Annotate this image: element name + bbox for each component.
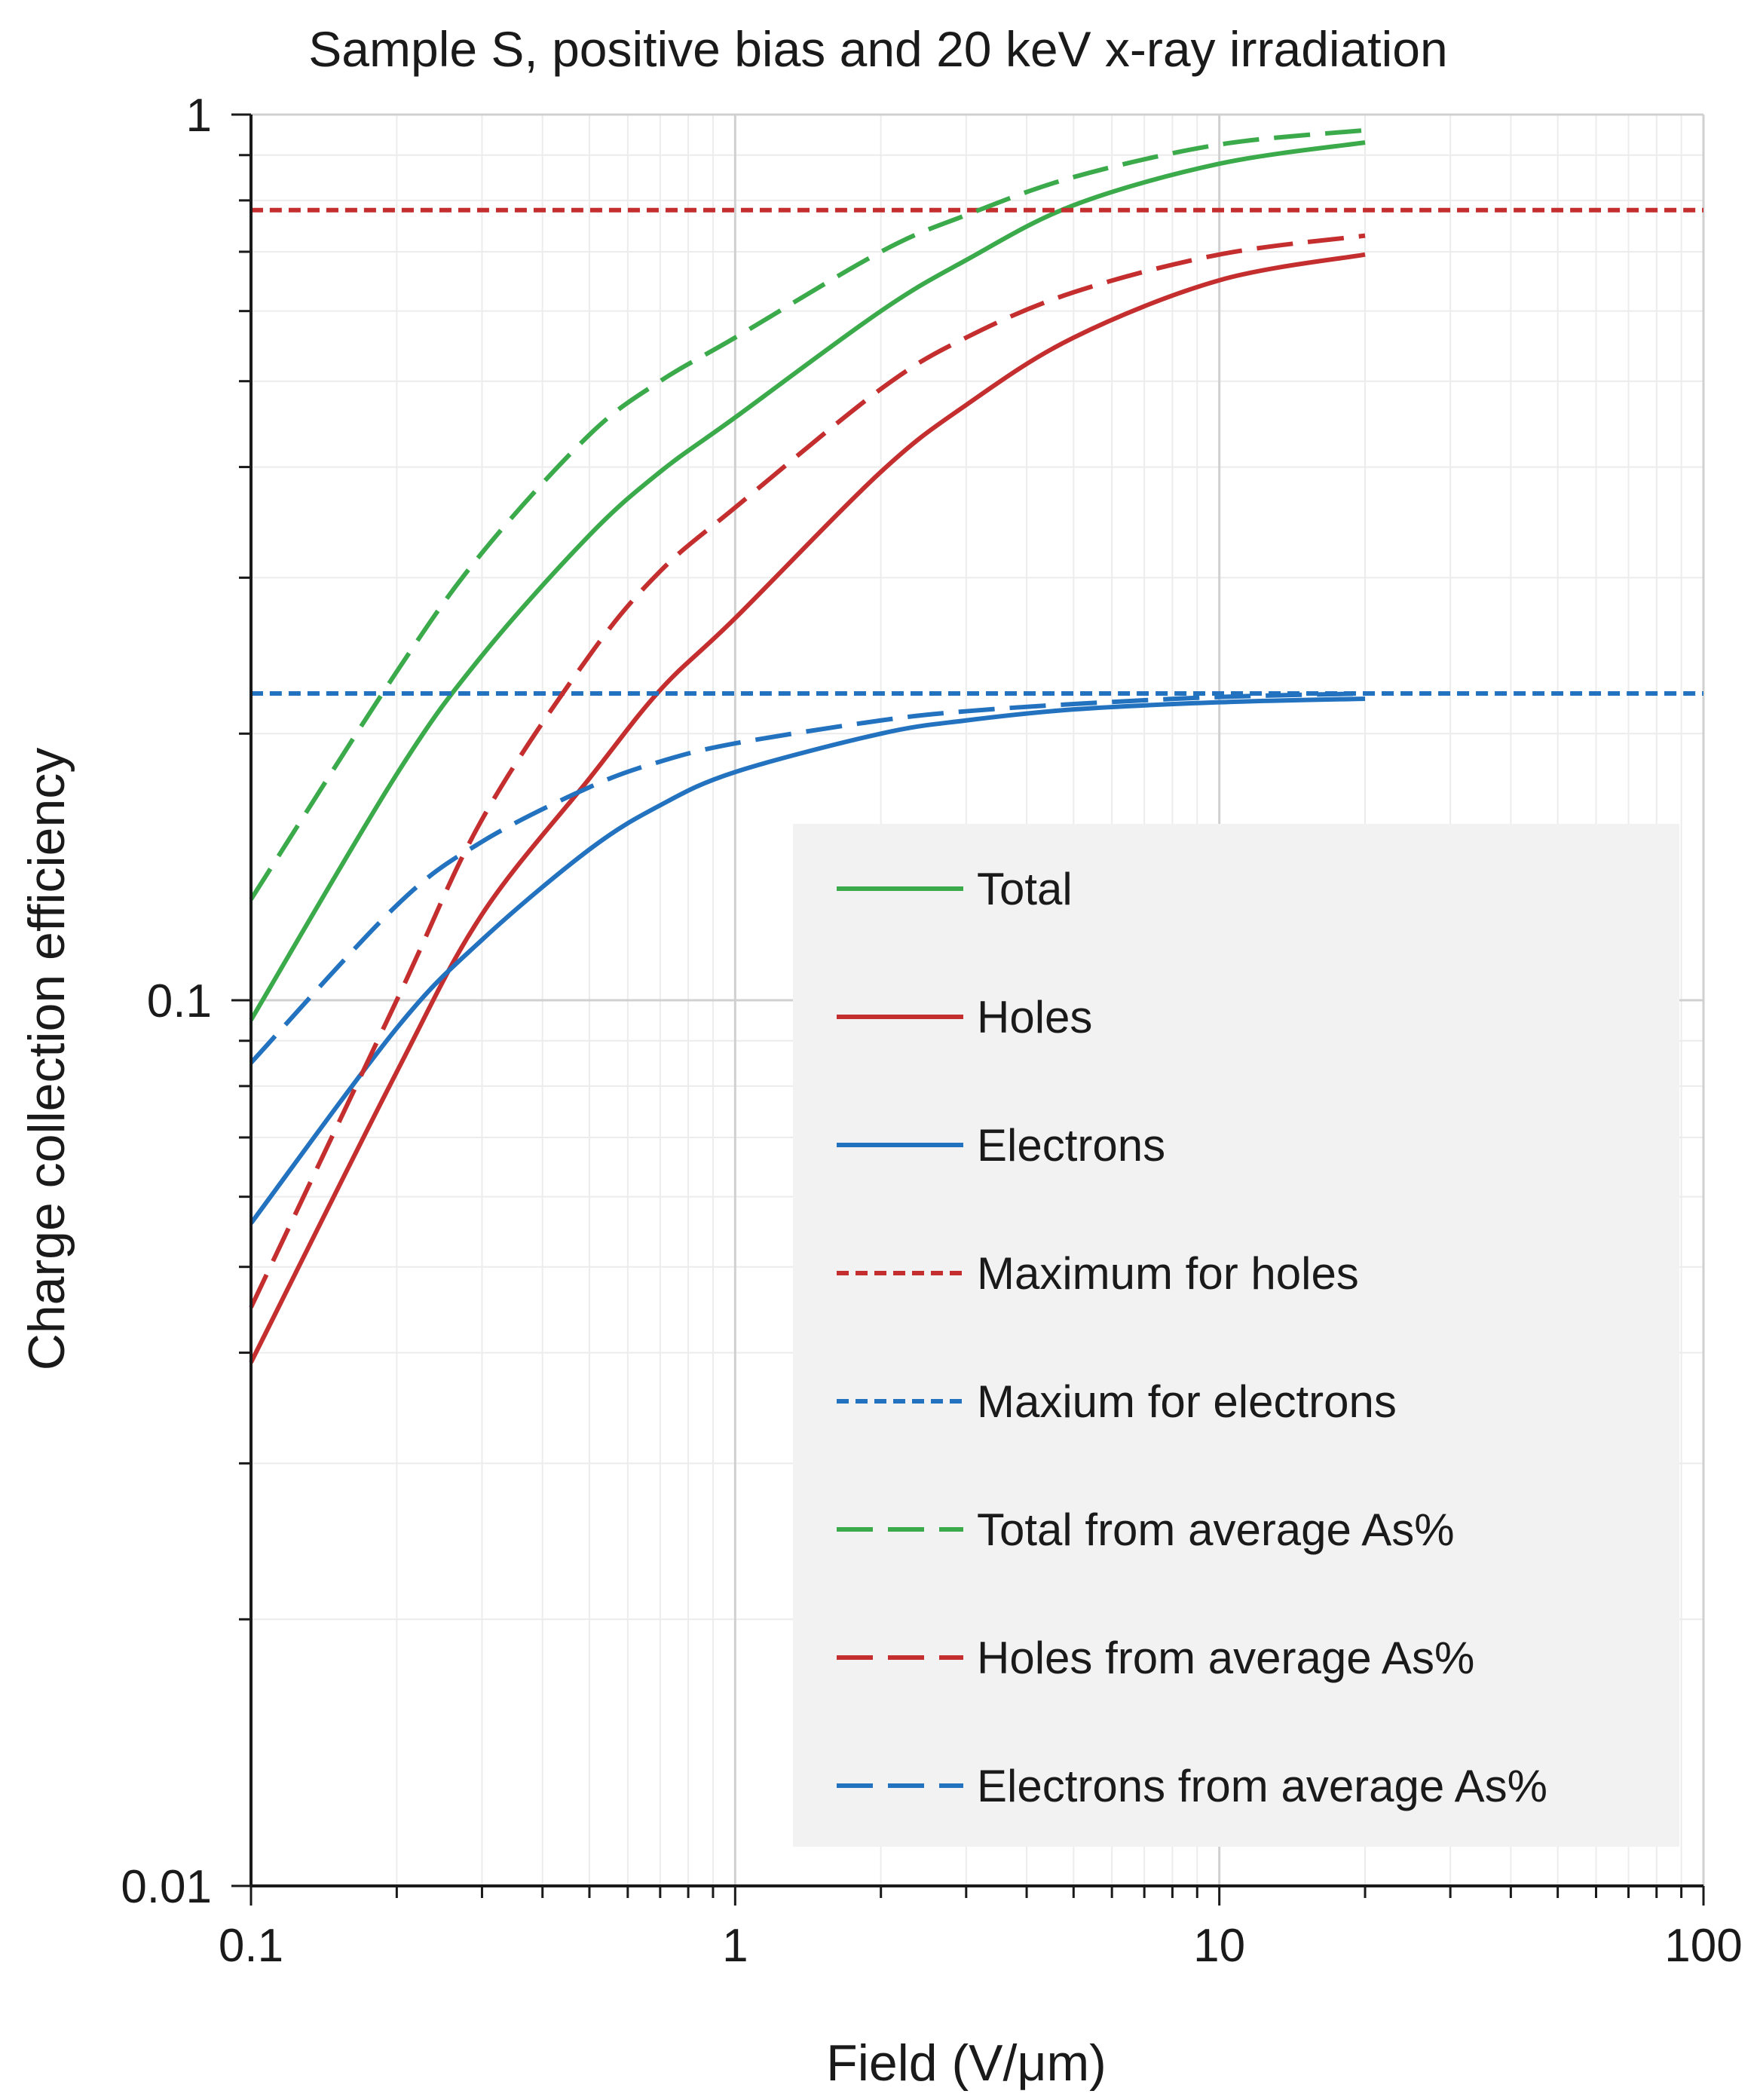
legend-label-total-from-average-as: Total from average As%: [977, 1505, 1455, 1555]
legend-label-holes: Holes: [977, 992, 1092, 1042]
legend-label-electrons: Electrons: [977, 1120, 1165, 1171]
x-axis-label: Field (V/μm): [826, 2034, 1107, 2092]
legend-label-maxium-for-electrons: Maxium for electrons: [977, 1376, 1397, 1427]
y-tick-label: 0.01: [121, 1861, 212, 1913]
series-line-electrons-from-average-as: [249, 691, 1366, 1064]
legend-label-maximum-for-holes: Maximum for holes: [977, 1248, 1359, 1299]
legend-label-total: Total: [977, 864, 1073, 914]
legend-background: [793, 824, 1679, 1847]
axes: [231, 113, 1705, 1906]
chart-title: Sample S, positive bias and 20 keV x-ray…: [308, 21, 1447, 77]
series-line-holes-from-average-as: [249, 233, 1366, 1309]
series-line-holes: [249, 252, 1366, 1364]
x-tick-label: 100: [1664, 1920, 1742, 1972]
x-tick-label: 0.1: [219, 1920, 283, 1972]
x-tick-label: 10: [1193, 1920, 1245, 1972]
y-tick-label: 0.1: [147, 975, 212, 1027]
legend: Total Holes Electrons Maximum for holes Maxi…: [837, 864, 1547, 1811]
y-axis-label: Charge collection efficiency: [18, 748, 75, 1371]
series-group: [249, 127, 1703, 1364]
y-tick-label: 1: [186, 90, 212, 142]
x-tick-label: 1: [722, 1920, 748, 1972]
legend-label-electrons-from-average-as: Electrons from average As%: [977, 1761, 1547, 1811]
legend-box: [793, 824, 1679, 1847]
series-line-electrons: [249, 696, 1366, 1225]
series-line-total-from-average-as: [249, 127, 1366, 901]
legend-label-holes-from-average-as: Holes from average As%: [977, 1633, 1474, 1683]
series-line-total: [249, 140, 1366, 1021]
